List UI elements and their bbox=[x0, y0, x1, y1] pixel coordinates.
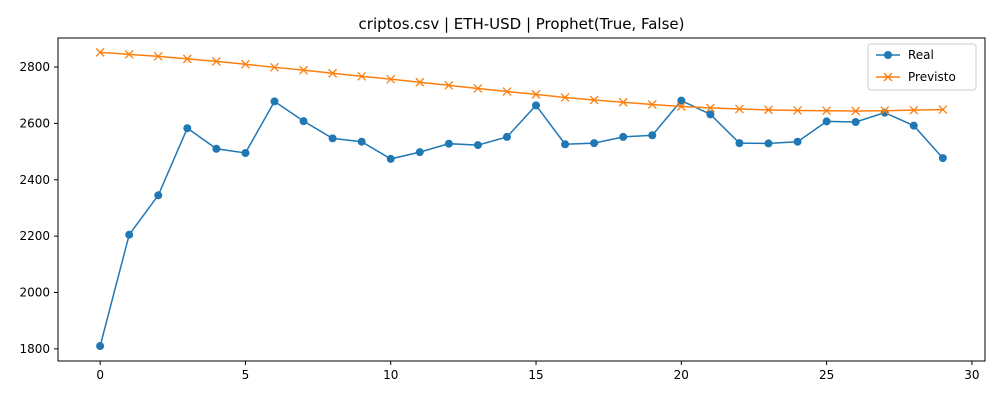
data-point-previsto bbox=[299, 65, 309, 75]
data-point-real bbox=[706, 110, 715, 119]
data-point-previsto bbox=[851, 106, 861, 116]
data-point-previsto bbox=[676, 102, 686, 111]
data-point-real bbox=[648, 131, 657, 140]
x-tick-label: 25 bbox=[819, 368, 834, 382]
y-tick-label: 2400 bbox=[19, 173, 50, 187]
data-point-real bbox=[473, 141, 482, 150]
x-tick-label: 15 bbox=[528, 368, 543, 382]
data-point-real bbox=[96, 342, 105, 351]
data-point-previsto bbox=[938, 105, 948, 115]
data-point-real bbox=[299, 117, 308, 126]
data-point-real bbox=[386, 154, 395, 163]
data-point-previsto bbox=[764, 105, 773, 115]
data-point-previsto bbox=[822, 106, 832, 116]
data-point-real bbox=[444, 139, 453, 148]
data-point-previsto bbox=[647, 100, 657, 109]
data-point-real bbox=[502, 132, 511, 141]
data-point-previsto bbox=[880, 106, 890, 116]
data-point-previsto bbox=[124, 49, 134, 59]
x-tick-label: 0 bbox=[96, 368, 104, 382]
data-point-previsto bbox=[560, 93, 570, 102]
data-point-previsto bbox=[386, 74, 396, 84]
data-point-real bbox=[909, 121, 918, 130]
data-point-real bbox=[619, 132, 628, 141]
data-point-previsto bbox=[95, 47, 105, 57]
y-tick-label: 2600 bbox=[19, 116, 50, 130]
x-tick-label: 20 bbox=[674, 368, 689, 382]
data-point-previsto bbox=[182, 54, 192, 64]
legend-label-previsto: Previsto bbox=[908, 70, 956, 84]
data-point-previsto bbox=[531, 89, 541, 99]
data-point-real bbox=[822, 117, 831, 126]
x-tick-label: 5 bbox=[242, 368, 250, 382]
data-point-previsto bbox=[415, 77, 425, 87]
data-point-real bbox=[793, 137, 802, 146]
legend: Real Previsto bbox=[867, 43, 977, 91]
data-point-previsto bbox=[793, 105, 803, 115]
data-point-previsto bbox=[444, 80, 454, 90]
data-point-real bbox=[938, 154, 947, 163]
data-point-previsto bbox=[705, 103, 715, 113]
x-axis: 0 5 10 15 20 25 30 bbox=[96, 361, 980, 382]
legend-label-real: Real bbox=[908, 48, 934, 62]
data-point-real bbox=[561, 140, 570, 149]
data-point-real bbox=[328, 134, 337, 143]
y-tick-label: 1800 bbox=[19, 342, 50, 356]
data-point-previsto bbox=[618, 97, 628, 107]
data-point-real bbox=[154, 191, 163, 200]
data-point-real bbox=[677, 96, 686, 105]
data-point-real bbox=[357, 137, 366, 146]
data-point-real bbox=[415, 148, 424, 157]
y-tick-label: 2000 bbox=[19, 286, 50, 300]
data-point-previsto bbox=[240, 59, 250, 69]
y-axis: 1800 2000 2200 2400 2600 2800 bbox=[19, 60, 58, 356]
y-tick-label: 2200 bbox=[19, 229, 50, 243]
series-layer bbox=[95, 47, 948, 351]
legend-marker-real bbox=[884, 51, 892, 59]
x-tick-label: 30 bbox=[964, 368, 979, 382]
x-tick-label: 10 bbox=[383, 368, 398, 382]
data-point-previsto bbox=[357, 71, 367, 81]
data-point-real bbox=[590, 139, 599, 148]
y-tick-label: 2800 bbox=[19, 60, 50, 74]
data-point-previsto bbox=[502, 87, 512, 97]
data-point-previsto bbox=[328, 68, 338, 78]
data-point-real bbox=[764, 139, 773, 148]
plot-area-frame bbox=[57, 37, 986, 362]
chart-title: criptos.csv | ETH-USD | Prophet(True, Fa… bbox=[359, 15, 685, 33]
series-line-previsto bbox=[100, 51, 943, 112]
data-point-real bbox=[125, 230, 134, 239]
data-point-previsto bbox=[734, 104, 744, 114]
data-point-real bbox=[212, 144, 221, 153]
data-point-previsto bbox=[909, 105, 919, 115]
data-point-previsto bbox=[153, 51, 163, 61]
data-point-real bbox=[183, 124, 192, 133]
data-point-real bbox=[851, 117, 860, 126]
data-point-previsto bbox=[473, 83, 483, 93]
data-point-previsto bbox=[589, 95, 599, 105]
series-line-real bbox=[99, 99, 944, 347]
data-point-real bbox=[735, 139, 744, 148]
data-point-real bbox=[270, 97, 279, 106]
legend-marker-previsto bbox=[883, 72, 893, 82]
data-point-previsto bbox=[211, 56, 221, 66]
data-point-real bbox=[532, 101, 541, 110]
data-point-previsto bbox=[270, 62, 279, 72]
data-point-real bbox=[241, 148, 250, 157]
